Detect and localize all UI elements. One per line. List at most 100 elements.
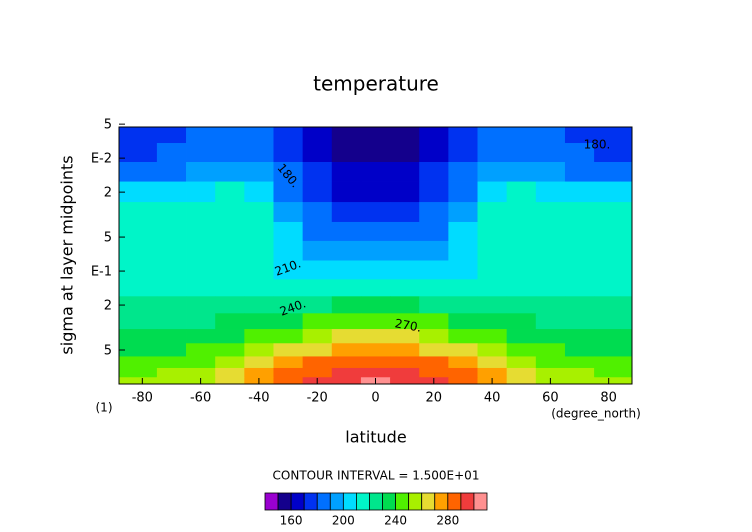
field-cell [273, 356, 304, 369]
field-cell [620, 260, 633, 280]
field-cell [360, 313, 391, 330]
field-cell [215, 181, 245, 203]
field-cell [448, 143, 478, 163]
field-cell [331, 221, 362, 242]
field-cell [244, 367, 274, 378]
field-cell [215, 313, 245, 330]
field-cell [244, 143, 274, 163]
field-cell [620, 356, 633, 369]
field-cell [620, 181, 633, 203]
field-cell [186, 260, 216, 280]
field-cell [186, 181, 216, 203]
colorbar-tick-label: 200 [332, 514, 355, 528]
field-cell [331, 343, 362, 357]
field-cell [448, 377, 478, 385]
field-cell [448, 296, 478, 314]
field-cell [506, 181, 537, 203]
field-cell [506, 279, 537, 297]
field-cell [130, 279, 158, 297]
field-cell [448, 221, 478, 242]
field-cell [119, 221, 132, 242]
field-cell [477, 221, 508, 242]
y-tick-label: E-1 [91, 265, 112, 280]
field-cell [594, 143, 621, 163]
field-cell [215, 202, 245, 223]
field-cell [419, 240, 449, 261]
field-cell [594, 356, 621, 369]
field-cell [215, 343, 245, 357]
field-cell [535, 343, 566, 357]
field-cell [186, 161, 216, 182]
field-cell [130, 161, 158, 182]
y-tick-label: 5 [104, 118, 112, 133]
colorbar-box [434, 492, 449, 511]
field-cell [156, 221, 187, 242]
field-cell [273, 367, 304, 378]
colorbar-box [382, 492, 396, 511]
field-cell [594, 161, 621, 182]
field-cell [331, 279, 362, 297]
field-cell [506, 143, 537, 163]
field-cell [506, 296, 537, 314]
field-cell [273, 202, 304, 223]
field-cell [156, 367, 187, 378]
field-cell [156, 296, 187, 314]
field-cell [302, 161, 333, 182]
field-cell [186, 240, 216, 261]
colorbar-box [447, 492, 462, 511]
field-cell [564, 296, 595, 314]
field-cell [535, 367, 566, 378]
field-cell [477, 202, 508, 223]
field-cell [506, 202, 537, 223]
field-cell [620, 202, 633, 223]
y-tick-label: 2 [104, 186, 112, 201]
field-cell [156, 202, 187, 223]
field-cell [448, 260, 478, 280]
field-cell [119, 279, 132, 297]
field-cell [506, 367, 537, 378]
field-cell [331, 356, 362, 369]
field-cell [477, 343, 508, 357]
field-cell [477, 143, 508, 163]
field-cell [130, 240, 158, 261]
field-cell [620, 127, 633, 144]
colorbar-box [303, 492, 318, 511]
field-cell [390, 181, 420, 203]
field-cell [130, 221, 158, 242]
field-cell [390, 127, 420, 144]
field-cell [594, 221, 621, 242]
field-cell [360, 240, 391, 261]
colorbar-box [408, 492, 423, 511]
colorbar-tick-label: 280 [436, 514, 459, 528]
field-cell [331, 313, 362, 330]
field-cell [119, 313, 132, 330]
y-tick-label: 5 [104, 344, 112, 359]
field-cell [273, 296, 304, 314]
field-cell [186, 127, 216, 144]
field-cell [506, 161, 537, 182]
field-cell [477, 161, 508, 182]
colorbar-box [395, 492, 410, 511]
field-cell [620, 367, 633, 378]
field-cell [273, 127, 304, 144]
field-cell [244, 296, 274, 314]
colorbar-box [264, 492, 279, 511]
field-cell [119, 240, 132, 261]
field-cell [564, 377, 595, 385]
field-cell [215, 377, 245, 385]
field-cell [506, 240, 537, 261]
field-cell [564, 161, 595, 182]
field-cell [390, 240, 420, 261]
field-cell [186, 343, 216, 357]
field-cell [331, 377, 362, 385]
field-cell [244, 181, 274, 203]
field-cell [535, 313, 566, 330]
field-cell [564, 260, 595, 280]
field-cell [119, 127, 132, 144]
field-cell [215, 296, 245, 314]
field-cell [273, 143, 304, 163]
field-cell [215, 260, 245, 280]
field-cell [506, 329, 537, 344]
field-cell [156, 260, 187, 280]
field-cell [302, 343, 333, 357]
